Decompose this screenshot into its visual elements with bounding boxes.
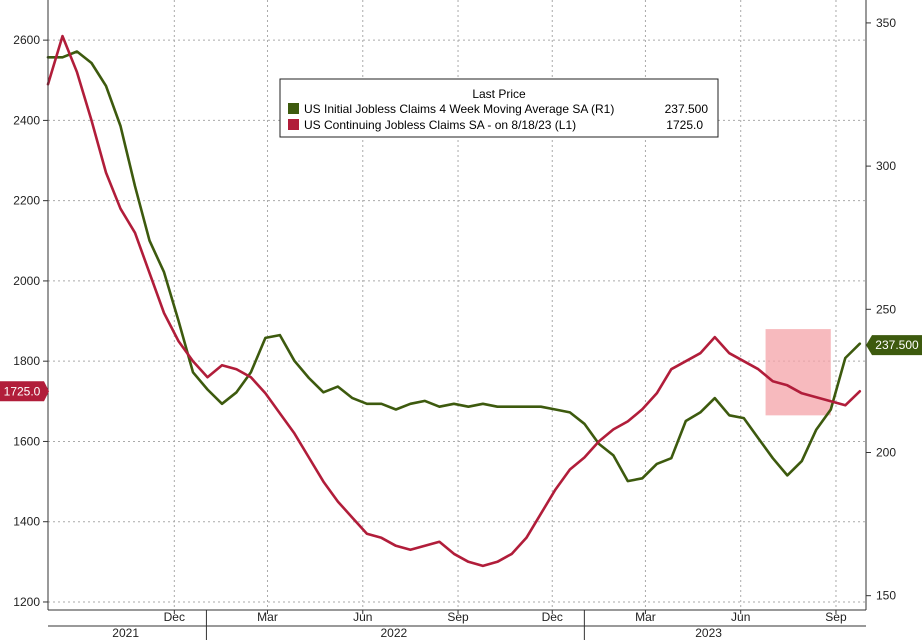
grid [48, 0, 866, 610]
left-tick-label: 1400 [13, 515, 40, 529]
month-label: Jun [353, 610, 372, 624]
highlight-region [765, 329, 831, 416]
left-tick-label: 1200 [13, 595, 40, 609]
legend-swatch-continuing-claims [288, 119, 299, 130]
year-label: 2023 [695, 626, 722, 640]
left-tick-label: 1800 [13, 354, 40, 368]
left-tick-label: 2600 [13, 33, 40, 47]
legend-header: Last Price [472, 87, 526, 101]
axis-labels: 1200 1400 1600 1800 2000 2200 2400 2600 150 200 25… [13, 16, 896, 640]
month-label: Sep [825, 610, 847, 624]
right-tick-label: 300 [876, 159, 896, 173]
month-label: Sep [447, 610, 469, 624]
legend: Last Price US Initial Jobless Claims 4 W… [279, 78, 719, 138]
year-label: 2022 [380, 626, 407, 640]
left-tick-label: 2000 [13, 274, 40, 288]
series-line-continuing-claims [46, 34, 862, 568]
series-lines [46, 34, 862, 568]
left-tick-label: 2200 [13, 194, 40, 208]
month-label: Jun [731, 610, 750, 624]
legend-label-continuing-claims: US Continuing Jobless Claims SA - on 8/1… [304, 118, 576, 132]
legend-label-initial-claims: US Initial Jobless Claims 4 Week Moving … [304, 102, 614, 116]
right-tick-label: 350 [876, 16, 896, 30]
month-label: Dec [542, 610, 563, 624]
year-label: 2021 [112, 626, 139, 640]
legend-box [279, 78, 719, 138]
left-tick-label: 2400 [13, 113, 40, 127]
series-line-initial-claims [46, 50, 862, 483]
right-value-tag-text: 237.500 [875, 338, 919, 352]
legend-value-continuing-claims: 1725.0 [666, 118, 703, 132]
legend-value-initial-claims: 237.500 [665, 102, 709, 116]
last-value-tags: 1725.0 237.500 [0, 335, 922, 402]
month-label: Dec [164, 610, 185, 624]
right-value-tag [866, 335, 922, 356]
legend-swatch-initial-claims [288, 103, 299, 114]
left-value-tag [0, 381, 49, 402]
month-label: Mar [257, 610, 278, 624]
highlight-box [765, 329, 831, 416]
right-tick-label: 150 [876, 589, 896, 603]
right-tick-label: 200 [876, 445, 896, 459]
left-tick-label: 1600 [13, 434, 40, 448]
axes [47, 0, 867, 611]
right-tick-label: 250 [876, 302, 896, 316]
month-label: Mar [635, 610, 656, 624]
left-value-tag-text: 1725.0 [4, 384, 41, 398]
